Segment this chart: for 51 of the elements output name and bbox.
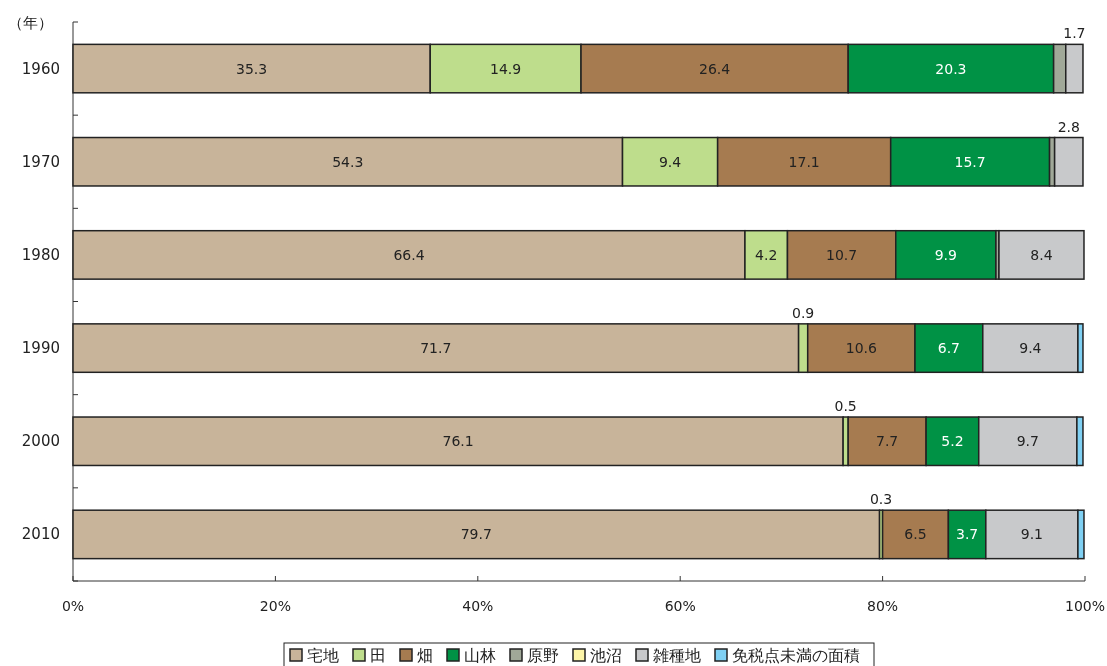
data-label: 26.4 [699, 60, 731, 77]
y-tick-label: 1990 [21, 339, 60, 358]
legend-label: 田 [370, 646, 386, 665]
data-label: 54.3 [332, 153, 364, 170]
legend-label: 雑種地 [653, 646, 701, 665]
data-label: 6.5 [904, 526, 927, 543]
data-label: 66.4 [393, 246, 425, 263]
data-label: 20.3 [935, 60, 967, 77]
data-label: 17.1 [788, 153, 820, 170]
y-tick-label: 1980 [21, 245, 60, 264]
x-tick-label: 40% [462, 598, 494, 614]
y-tick-label: 1960 [21, 59, 60, 78]
data-label: 9.4 [1019, 340, 1042, 357]
data-label: 9.4 [658, 153, 682, 170]
data-label: 9.9 [934, 246, 957, 263]
data-label: 15.7 [954, 153, 986, 170]
data-label: 35.3 [236, 60, 268, 77]
data-label: 0.5 [834, 398, 857, 415]
y-tick-label: 2010 [21, 525, 60, 544]
data-label: 76.1 [442, 433, 474, 450]
data-label: 2.8 [1057, 118, 1080, 135]
legend-label: 池沼 [590, 646, 622, 665]
data-label: 3.7 [955, 526, 979, 543]
data-label: 71.7 [420, 340, 452, 357]
x-tick-label: 100% [1064, 598, 1106, 614]
data-label: 14.9 [490, 60, 522, 77]
data-label: 0.9 [792, 304, 815, 321]
data-label: 6.7 [937, 340, 961, 357]
legend-label: 畑 [417, 646, 433, 665]
legend-label: 免税点未満の面積 [732, 646, 860, 665]
data-label: 10.7 [826, 246, 858, 263]
x-tick-label: 60% [664, 598, 696, 614]
data-label: 7.7 [876, 433, 899, 450]
x-tick-label: 20% [259, 598, 291, 614]
data-label: 8.4 [1030, 246, 1053, 263]
y-tick-label: 1970 [21, 152, 60, 171]
x-tick-label: 0% [61, 598, 85, 614]
data-label: 0.3 [869, 491, 893, 508]
y-tick-label: 2000 [21, 432, 60, 451]
data-label: 9.1 [1020, 526, 1043, 543]
data-label: 10.6 [845, 340, 878, 357]
data-label: 1.7 [1063, 25, 1086, 42]
data-label: 5.2 [941, 433, 964, 450]
data-label: 79.7 [460, 526, 492, 543]
x-tick-label: 80% [867, 598, 899, 614]
y-axis-title: （年） [7, 14, 53, 32]
legend-label: 原野 [527, 646, 559, 665]
data-label: 4.2 [755, 246, 778, 263]
data-label: 9.7 [1016, 433, 1039, 450]
legend-label: 山林 [464, 646, 496, 665]
legend-label: 宅地 [307, 646, 339, 665]
